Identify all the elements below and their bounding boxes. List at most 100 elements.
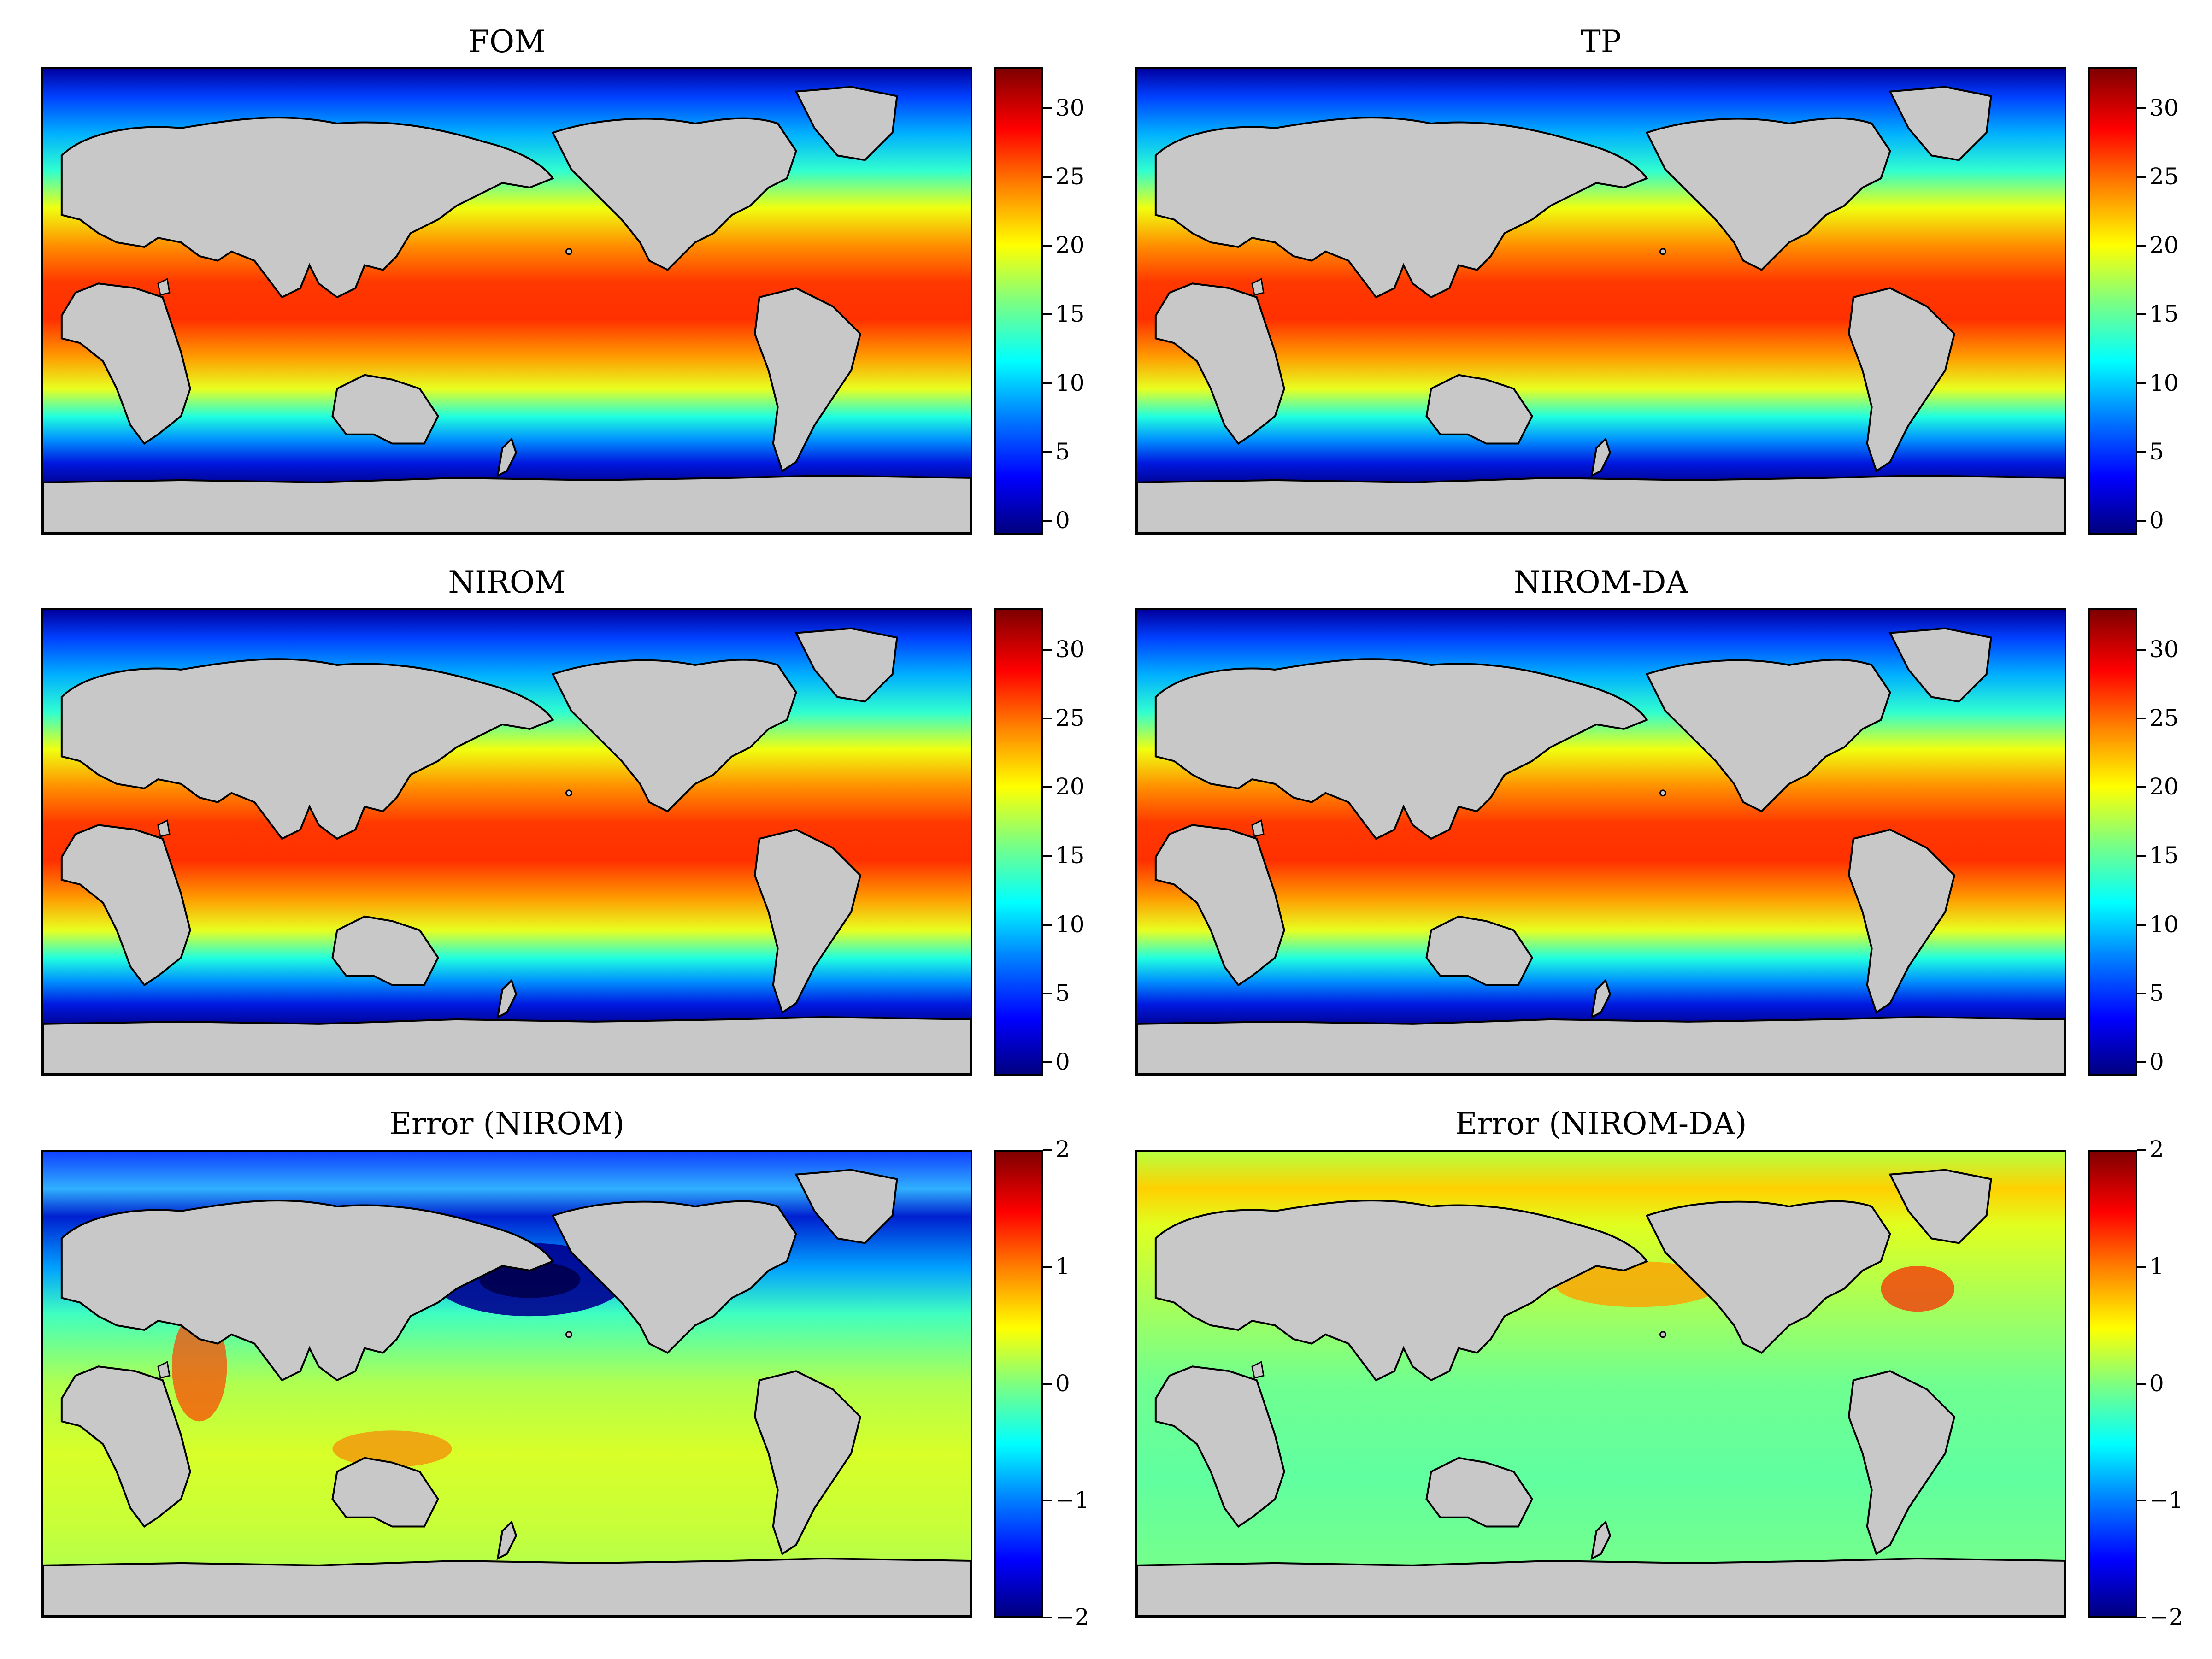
- map-error-nirom-da: [1135, 1150, 2066, 1618]
- colorbar-ticks-nirom-da: 0 5 10 15 20 25 30: [2137, 608, 2193, 1076]
- map-tp: [1135, 67, 2066, 535]
- colorbar-tick-label: 15: [1055, 300, 1085, 328]
- colorbar-tick-mark: [1043, 107, 1052, 109]
- colorbar-tick-label: 25: [1055, 704, 1085, 731]
- colorbar-tick-mark: [2137, 855, 2146, 857]
- colorbar-tick-label: 15: [1055, 842, 1085, 869]
- colorbar-tick-label: 5: [2149, 979, 2164, 1006]
- colorbar-tick-label: 25: [2149, 704, 2179, 731]
- colorbar-tick-mark: [2137, 924, 2146, 926]
- colorbar-tick-mark: [1043, 1617, 1052, 1618]
- colorbar-tick-mark: [2137, 717, 2146, 719]
- panel-title-tp: TP: [1580, 24, 1622, 59]
- colorbar-nirom-da: [2088, 608, 2137, 1076]
- colorbar-tick-mark: [1043, 245, 1052, 247]
- colorbar-tick-label: 25: [2149, 163, 2179, 190]
- colorbar-tick-label: 0: [2149, 507, 2164, 534]
- colorbar-tick-label: −1: [1055, 1487, 1089, 1514]
- colorbar-tick-label: 5: [1055, 438, 1070, 465]
- panel-title-nirom-da: NIROM-DA: [1513, 565, 1688, 600]
- colorbar-tick-mark: [1043, 924, 1052, 926]
- colorbar-tick-mark: [2137, 1617, 2146, 1618]
- colorbar-tp: [2088, 67, 2137, 535]
- colorbar-tick-mark: [1043, 451, 1052, 453]
- map-fom: [41, 67, 972, 535]
- colorbar-tick-label: 10: [1055, 369, 1085, 396]
- colorbar-tick-mark: [1043, 992, 1052, 994]
- colorbar-tick-label: 15: [2149, 300, 2179, 328]
- colorbar-tick-label: 2: [1055, 1136, 1070, 1163]
- colorbar-tick-mark: [1043, 855, 1052, 857]
- colorbar-tick-label: 20: [1055, 232, 1085, 259]
- map-nirom-da: [1135, 608, 2066, 1076]
- colorbar-tick-mark: [2137, 382, 2146, 384]
- colorbar-tick-mark: [1043, 176, 1052, 178]
- colorbar-tick-label: 20: [2149, 232, 2179, 259]
- map-nirom: [41, 608, 972, 1076]
- panel-title-fom: FOM: [468, 24, 546, 59]
- colorbar-tick-label: 15: [2149, 842, 2179, 869]
- colorbar-tick-mark: [2137, 520, 2146, 522]
- colorbar-tick-mark: [2137, 176, 2146, 178]
- colorbar-tick-mark: [1043, 786, 1052, 788]
- colorbar-tick-label: 30: [1055, 94, 1085, 121]
- colorbar-tick-mark: [2137, 992, 2146, 994]
- colorbar-tick-label: 25: [1055, 163, 1085, 190]
- colorbar-tick-label: 2: [2149, 1136, 2164, 1163]
- colorbar-ticks-nirom: 0 5 10 15 20 25 30: [1043, 608, 1099, 1076]
- colorbar-tick-label: −2: [1055, 1604, 1089, 1630]
- colorbar-tick-mark: [1043, 520, 1052, 522]
- colorbar-ticks-error-nirom-da: −2 −1 0 1 2: [2137, 1136, 2202, 1630]
- panel-title-error-nirom: Error (NIROM): [389, 1106, 625, 1141]
- colorbar-tick-mark: [1043, 717, 1052, 719]
- colorbar-tick-mark: [2137, 648, 2146, 651]
- colorbar-tick-mark: [1043, 1500, 1052, 1502]
- colorbar-tick-mark: [2137, 451, 2146, 453]
- colorbar-error-nirom: [994, 1150, 1043, 1618]
- colorbar-tick-label: 0: [2149, 1370, 2164, 1397]
- colorbar-tick-label: 10: [2149, 369, 2179, 396]
- colorbar-tick-label: −1: [2149, 1487, 2183, 1514]
- colorbar-tick-label: 1: [2149, 1253, 2164, 1280]
- colorbar-tick-mark: [2137, 1265, 2146, 1268]
- colorbar-tick-mark: [2137, 1149, 2146, 1151]
- colorbar-tick-label: 5: [2149, 438, 2164, 465]
- colorbar-tick-label: 20: [2149, 773, 2179, 800]
- colorbar-tick-mark: [2137, 1500, 2146, 1502]
- colorbar-tick-label: −2: [2149, 1604, 2183, 1630]
- colorbar-tick-mark: [1043, 382, 1052, 384]
- colorbar-tick-mark: [2137, 245, 2146, 247]
- colorbar-error-nirom-da: [2088, 1150, 2137, 1618]
- colorbar-tick-label: 0: [1055, 1370, 1070, 1397]
- colorbar-tick-label: 0: [1055, 1048, 1070, 1076]
- colorbar-tick-label: 0: [2149, 1048, 2164, 1076]
- colorbar-tick-label: 30: [1055, 635, 1085, 663]
- colorbar-tick-label: 10: [2149, 911, 2179, 938]
- colorbar-ticks-tp: 0 5 10 15 20 25 30: [2137, 67, 2193, 535]
- map-error-nirom: [41, 1150, 972, 1618]
- colorbar-tick-label: 10: [1055, 911, 1085, 938]
- colorbar-tick-label: 1: [1055, 1253, 1070, 1280]
- colorbar-tick-mark: [1043, 1382, 1052, 1385]
- panel-title-nirom: NIROM: [448, 565, 566, 600]
- colorbar-tick-label: 30: [2149, 635, 2179, 663]
- colorbar-tick-mark: [1043, 1265, 1052, 1268]
- colorbar-ticks-error-nirom: −2 −1 0 1 2: [1043, 1136, 1108, 1630]
- colorbar-tick-label: 0: [1055, 507, 1070, 534]
- colorbar-tick-mark: [2137, 1382, 2146, 1385]
- colorbar-tick-label: 30: [2149, 94, 2179, 121]
- colorbar-tick-label: 20: [1055, 773, 1085, 800]
- colorbar-tick-mark: [1043, 1149, 1052, 1151]
- colorbar-ticks-fom: 0 5 10 15 20 25 30: [1043, 67, 1099, 535]
- colorbar-nirom: [994, 608, 1043, 1076]
- colorbar-tick-mark: [2137, 313, 2146, 316]
- colorbar-tick-mark: [2137, 786, 2146, 788]
- colorbar-tick-label: 5: [1055, 979, 1070, 1006]
- colorbar-tick-mark: [1043, 648, 1052, 651]
- panel-title-error-nirom-da: Error (NIROM-DA): [1455, 1106, 1747, 1141]
- colorbar-tick-mark: [2137, 107, 2146, 109]
- colorbar-tick-mark: [1043, 1061, 1052, 1064]
- colorbar-fom: [994, 67, 1043, 535]
- colorbar-tick-mark: [2137, 1061, 2146, 1064]
- colorbar-tick-mark: [1043, 313, 1052, 316]
